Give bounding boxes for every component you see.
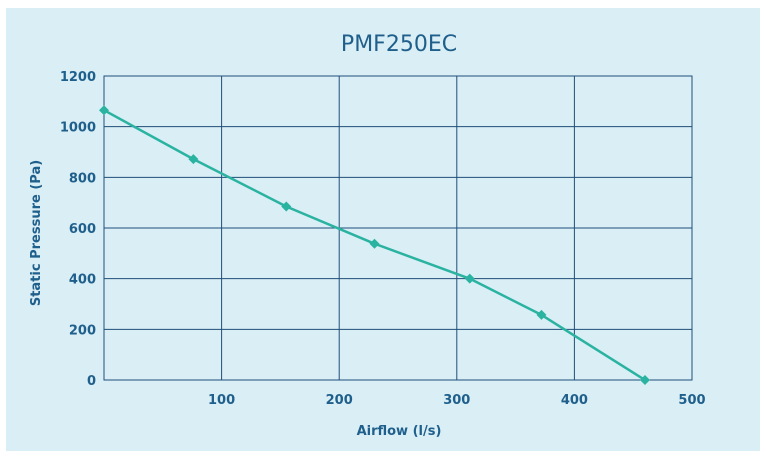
- chart-title: PMF250EC: [341, 32, 457, 57]
- y-tick-label: 800: [69, 171, 96, 186]
- data-point: [369, 238, 380, 249]
- grid-layer: [103, 75, 693, 381]
- data-point: [281, 201, 292, 212]
- x-tick-label: 300: [443, 393, 470, 408]
- y-tick-label: 0: [87, 374, 96, 389]
- data-point: [639, 375, 650, 385]
- y-tick-label: 1200: [60, 70, 96, 85]
- data-point: [464, 273, 475, 284]
- x-tick-label: 100: [208, 393, 235, 408]
- y-tick-label: 400: [69, 273, 96, 288]
- chart-panel: PMF250EC 0 200 400 600 800 1000 1200 100 200 300 4…: [6, 8, 760, 451]
- series-layer: [99, 105, 650, 385]
- y-tick-label: 600: [69, 222, 96, 237]
- data-point: [99, 105, 109, 116]
- x-tick-label: 400: [561, 393, 588, 408]
- data-point: [188, 154, 199, 165]
- ticks-layer: 0 200 400 600 800 1000 1200 100 200 300 400 500: [60, 70, 706, 408]
- x-axis-title: Airflow (l/s): [357, 424, 442, 439]
- x-tick-label: 200: [326, 393, 353, 408]
- line-chart: PMF250EC 0 200 400 600 800 1000 1200 100 200 300 4…: [29, 32, 706, 439]
- data-point: [536, 309, 547, 320]
- y-axis-title: Static Pressure (Pa): [29, 160, 44, 306]
- y-tick-label: 1000: [60, 121, 96, 136]
- x-tick-label: 500: [678, 393, 705, 408]
- y-tick-label: 200: [69, 323, 96, 338]
